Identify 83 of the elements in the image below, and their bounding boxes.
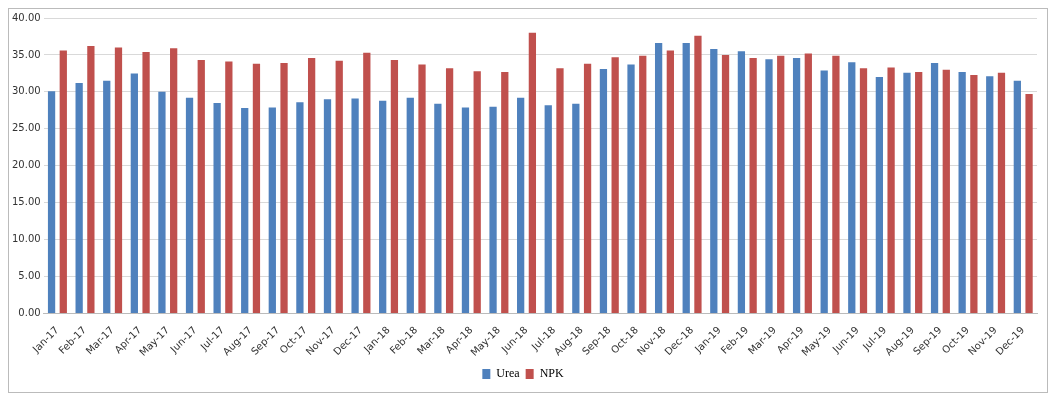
bar bbox=[749, 57, 757, 313]
y-tick-label: 25.00 bbox=[11, 122, 41, 134]
bar bbox=[75, 83, 83, 313]
bar bbox=[241, 108, 249, 313]
bar bbox=[820, 70, 828, 313]
bar bbox=[418, 64, 426, 313]
bar bbox=[335, 60, 343, 313]
bar bbox=[721, 54, 730, 313]
bar bbox=[777, 55, 785, 313]
bar bbox=[390, 60, 399, 313]
bar bbox=[666, 50, 674, 313]
bar bbox=[501, 71, 509, 313]
y-tick-label: 40.00 bbox=[11, 11, 41, 23]
bar bbox=[103, 80, 111, 313]
bar bbox=[915, 71, 923, 313]
bar bbox=[323, 99, 332, 313]
bar bbox=[572, 103, 580, 313]
bar bbox=[627, 64, 635, 313]
bar bbox=[528, 32, 537, 313]
legend-label: NPK bbox=[539, 366, 564, 381]
bar bbox=[363, 52, 371, 313]
y-tick-label: 15.00 bbox=[11, 196, 41, 208]
bar bbox=[599, 68, 608, 313]
bar bbox=[268, 107, 276, 313]
bar bbox=[142, 51, 150, 313]
bar bbox=[804, 53, 812, 313]
bar bbox=[583, 63, 592, 313]
bar bbox=[875, 77, 884, 313]
bar bbox=[986, 76, 994, 313]
bar bbox=[158, 91, 166, 313]
bar bbox=[682, 43, 690, 313]
bar bbox=[930, 63, 939, 313]
bar bbox=[445, 68, 454, 313]
bar bbox=[114, 47, 123, 313]
bar bbox=[406, 97, 414, 313]
bar bbox=[654, 43, 663, 313]
bar bbox=[517, 97, 525, 313]
y-tick-label: 5.00 bbox=[18, 270, 41, 282]
bar bbox=[997, 72, 1006, 313]
bar bbox=[832, 55, 840, 313]
bar bbox=[942, 69, 950, 313]
y-tick-label: 10.00 bbox=[11, 233, 41, 245]
bar bbox=[379, 100, 387, 313]
bar bbox=[296, 102, 304, 313]
y-tick-label: 0.00 bbox=[18, 307, 41, 319]
bar bbox=[213, 102, 221, 313]
bar bbox=[1025, 94, 1033, 313]
bar bbox=[792, 57, 801, 313]
bar bbox=[1013, 80, 1021, 313]
y-tick-label: 30.00 bbox=[11, 85, 41, 97]
bar bbox=[197, 60, 205, 313]
bar bbox=[47, 91, 56, 313]
bar bbox=[887, 67, 895, 313]
bar bbox=[170, 48, 178, 313]
bar bbox=[903, 72, 911, 313]
bar bbox=[970, 74, 978, 313]
bar bbox=[308, 57, 316, 313]
bar bbox=[710, 49, 718, 313]
bar bbox=[639, 55, 647, 313]
legend-label: Urea bbox=[496, 366, 521, 381]
bar bbox=[351, 98, 359, 313]
bar bbox=[765, 59, 773, 313]
bar bbox=[611, 57, 619, 313]
bar bbox=[859, 68, 868, 313]
y-tick-label: 35.00 bbox=[11, 48, 41, 60]
bar bbox=[130, 73, 138, 313]
bar bbox=[544, 105, 552, 313]
bar bbox=[461, 107, 470, 313]
bar bbox=[87, 46, 95, 313]
bar bbox=[280, 63, 288, 313]
bar bbox=[694, 35, 702, 313]
bar bbox=[185, 97, 194, 313]
bar bbox=[473, 71, 481, 313]
bar bbox=[958, 71, 966, 313]
bar bbox=[556, 68, 564, 313]
bar bbox=[848, 62, 856, 313]
bar bbox=[737, 51, 746, 313]
bar bbox=[225, 61, 233, 313]
y-tick-label: 20.00 bbox=[11, 159, 41, 171]
bar bbox=[434, 103, 442, 313]
bar bbox=[59, 50, 67, 313]
bar bbox=[489, 106, 497, 313]
bar bbox=[252, 63, 261, 313]
